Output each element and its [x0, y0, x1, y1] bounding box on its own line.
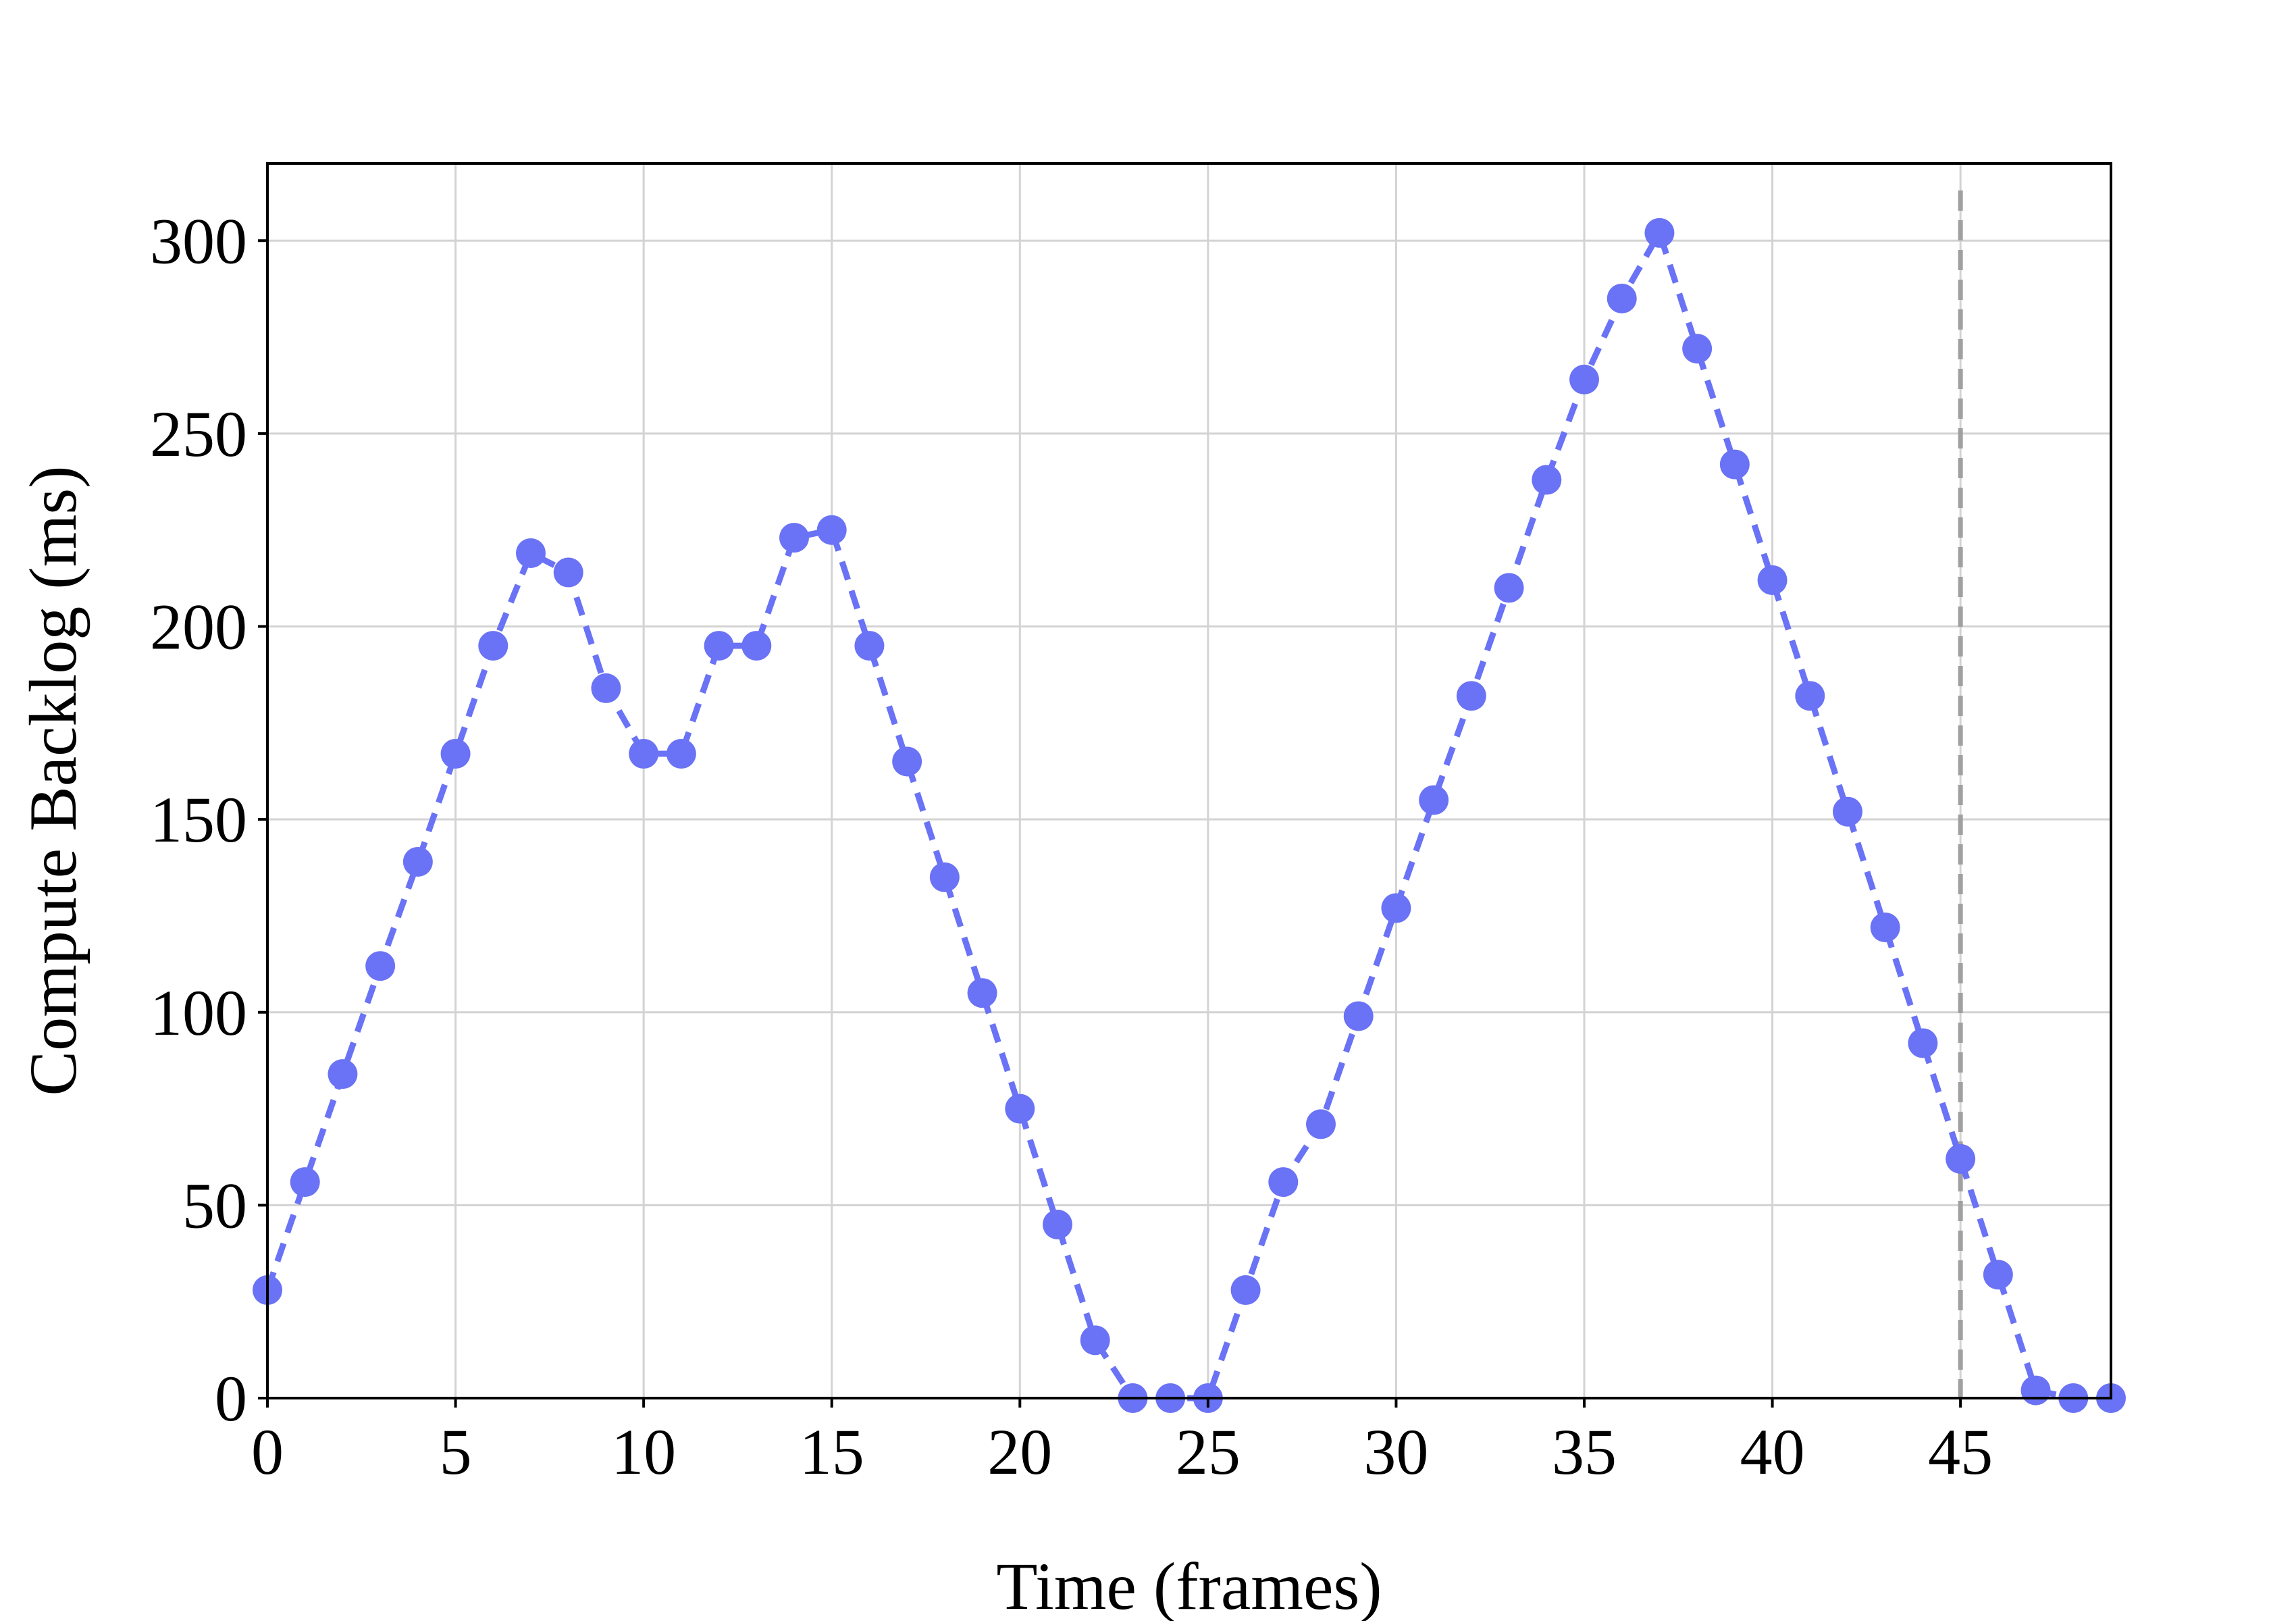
grid	[266, 163, 2111, 1399]
x-tick-label: 45	[1928, 1416, 1993, 1488]
data-point	[929, 862, 960, 892]
data-point	[1682, 334, 1713, 364]
x-tick-label: 15	[800, 1416, 864, 1488]
data-point	[440, 739, 471, 769]
data-point	[1644, 217, 1675, 248]
data-point	[629, 739, 659, 769]
y-tick-label: 250	[150, 398, 247, 470]
data-point	[328, 1059, 358, 1089]
data-point	[1532, 465, 1562, 495]
series-points	[253, 217, 2126, 1413]
data-point	[892, 746, 922, 777]
data-point	[1607, 283, 1637, 313]
data-point	[553, 557, 583, 588]
data-point	[290, 1167, 320, 1198]
x-axis-label: Time (frames)	[996, 1549, 1382, 1621]
x-axis-ticks: 0 5 10 15 20 25 30 35 40 45	[251, 1398, 1993, 1488]
x-tick-label: 20	[987, 1416, 1052, 1488]
data-point	[779, 523, 809, 553]
data-point	[1870, 912, 1900, 943]
data-point	[1569, 364, 1599, 394]
data-point	[402, 846, 433, 877]
y-tick-label: 0	[215, 1362, 247, 1435]
data-point	[1757, 565, 1788, 595]
data-point	[1833, 796, 1862, 827]
data-point	[1343, 1001, 1374, 1031]
x-tick-label: 10	[611, 1416, 676, 1488]
x-tick-label: 25	[1176, 1416, 1241, 1488]
x-tick-label: 5	[440, 1416, 472, 1488]
data-point	[1230, 1275, 1261, 1306]
plot-frame	[266, 162, 2112, 1399]
data-point	[1494, 573, 1524, 603]
data-point	[1983, 1260, 2013, 1290]
data-point	[1419, 785, 1449, 815]
x-tick-label: 30	[1363, 1416, 1428, 1488]
x-tick-label: 40	[1740, 1416, 1805, 1488]
data-point	[704, 631, 734, 661]
data-point	[1005, 1093, 1035, 1124]
data-point	[1719, 449, 1750, 480]
data-point	[1381, 893, 1411, 923]
data-point	[1306, 1109, 1336, 1139]
data-point	[365, 951, 396, 981]
data-point	[516, 538, 546, 568]
y-tick-label: 150	[150, 783, 247, 856]
data-point	[591, 673, 621, 703]
data-point	[1043, 1209, 1072, 1239]
y-tick-label: 50	[182, 1169, 247, 1241]
data-point	[854, 631, 885, 661]
y-tick-label: 100	[150, 977, 247, 1049]
data-point	[1268, 1167, 1299, 1198]
y-tick-label: 300	[150, 205, 247, 277]
y-tick-label: 200	[150, 591, 247, 663]
data-point	[1080, 1325, 1110, 1356]
data-point	[1795, 681, 1825, 711]
y-axis-label: Compute Backlog (ms)	[16, 465, 90, 1096]
data-point	[666, 739, 696, 769]
data-point	[1456, 681, 1486, 711]
data-point	[478, 631, 508, 661]
data-point	[741, 631, 772, 661]
data-point	[1908, 1028, 1938, 1058]
y-axis-ticks: 0 50 100 150 200 250 300	[150, 205, 267, 1435]
x-tick-label: 35	[1552, 1416, 1617, 1488]
data-point	[1946, 1143, 1976, 1174]
data-point	[967, 978, 997, 1008]
data-point	[816, 515, 847, 545]
x-tick-label: 0	[251, 1416, 284, 1488]
data-point	[2020, 1375, 2051, 1406]
